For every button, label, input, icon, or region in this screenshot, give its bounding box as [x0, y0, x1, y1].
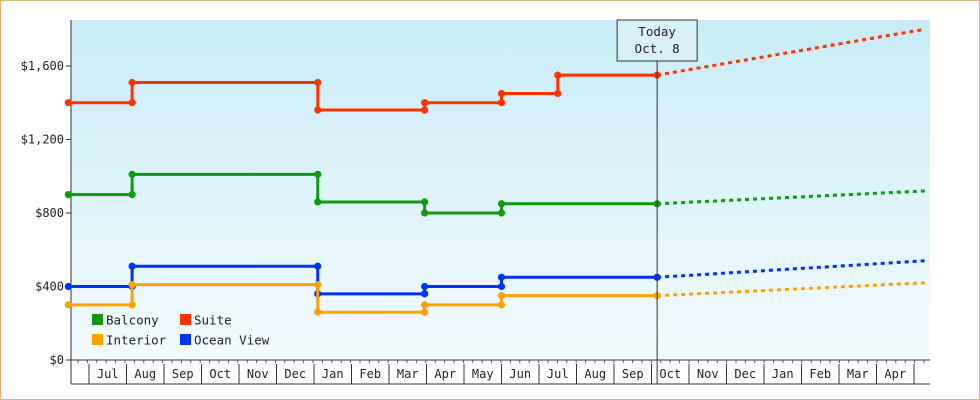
- data-point: [314, 198, 322, 206]
- series-balcony: [64, 170, 926, 217]
- month-label: Apr: [434, 367, 456, 381]
- data-point: [421, 301, 429, 309]
- series-layer: [64, 27, 926, 316]
- legend: Balcony Suite Interior Ocean View: [92, 313, 270, 348]
- legend-swatch: [92, 334, 103, 345]
- month-label: Jul: [97, 367, 119, 381]
- data-point: [497, 89, 506, 98]
- y-tick-label: $400: [35, 279, 64, 293]
- data-point: [314, 281, 322, 289]
- legend-swatch: [180, 334, 191, 345]
- month-label: Mar: [847, 367, 869, 381]
- y-axis: $0 $400 $800 $1,200 $1,600: [21, 20, 72, 384]
- month-label: Jan: [772, 367, 794, 381]
- data-point: [497, 292, 506, 300]
- data-point: [554, 71, 562, 79]
- month-label: Sep: [622, 367, 644, 381]
- legend-label: Suite: [194, 313, 232, 328]
- data-point: [314, 262, 322, 270]
- data-point: [554, 89, 562, 98]
- data-point: [128, 281, 136, 289]
- data-point: [421, 308, 429, 316]
- month-label: Feb: [359, 367, 381, 381]
- forecast-line: [656, 27, 926, 77]
- data-point: [497, 282, 506, 291]
- data-point: [314, 308, 322, 316]
- data-point: [497, 273, 506, 281]
- month-label: Dec: [284, 367, 306, 381]
- legend-label: Interior: [106, 333, 167, 348]
- data-point: [497, 200, 506, 208]
- data-point: [497, 209, 506, 217]
- today-marker: Today Oct. 8: [616, 19, 698, 384]
- y-tick-label: $1,200: [21, 132, 64, 146]
- month-label: Oct: [209, 367, 231, 381]
- data-point: [128, 262, 136, 270]
- data-point: [314, 170, 322, 178]
- month-label: Feb: [809, 367, 831, 381]
- data-point: [497, 99, 506, 107]
- legend-swatch: [92, 314, 103, 325]
- legend-label: Balcony: [106, 313, 159, 328]
- month-label: Nov: [247, 367, 269, 381]
- data-point: [128, 170, 136, 178]
- month-label: Jan: [322, 367, 344, 381]
- month-label: Aug: [584, 367, 606, 381]
- data-point: [64, 99, 72, 107]
- data-point: [128, 78, 136, 87]
- data-point: [64, 301, 72, 309]
- y-tick-label: $0: [50, 353, 64, 367]
- month-label: Nov: [697, 367, 719, 381]
- legend-swatch: [180, 314, 191, 325]
- month-label: May: [472, 367, 494, 381]
- data-point: [421, 99, 429, 107]
- today-date: Oct. 8: [635, 41, 680, 56]
- data-point: [128, 99, 136, 107]
- data-point: [421, 198, 429, 206]
- month-label: Jul: [547, 367, 569, 381]
- data-point: [421, 106, 429, 114]
- data-point: [64, 190, 72, 199]
- series-line: [68, 283, 658, 314]
- data-point: [64, 282, 72, 291]
- series-line: [68, 264, 658, 296]
- series-suite: [64, 27, 926, 114]
- data-point: [314, 78, 322, 87]
- plot-area: [71, 20, 930, 360]
- data-point: [497, 301, 506, 309]
- data-point: [128, 301, 136, 309]
- x-axis: Jul Aug Sep Oct Nov Dec Jan Feb Mar Apr May Jun Jul A…: [71, 359, 930, 385]
- y-tick-label: $1,600: [21, 59, 64, 73]
- series-line: [68, 172, 658, 215]
- data-point: [421, 209, 429, 217]
- data-point: [421, 290, 429, 298]
- month-label: Sep: [172, 367, 194, 381]
- legend-label: Ocean View: [194, 333, 270, 348]
- data-point: [421, 282, 429, 291]
- today-label: Today: [638, 24, 676, 39]
- month-label: Jun: [509, 367, 531, 381]
- month-label: Oct: [659, 367, 681, 381]
- month-label: Dec: [734, 367, 756, 381]
- data-point: [314, 106, 322, 114]
- y-tick-label: $800: [35, 206, 64, 220]
- month-label: Apr: [884, 367, 906, 381]
- month-label: Mar: [397, 367, 419, 381]
- data-point: [128, 190, 136, 199]
- today-box: [616, 19, 698, 62]
- month-label: Aug: [134, 367, 156, 381]
